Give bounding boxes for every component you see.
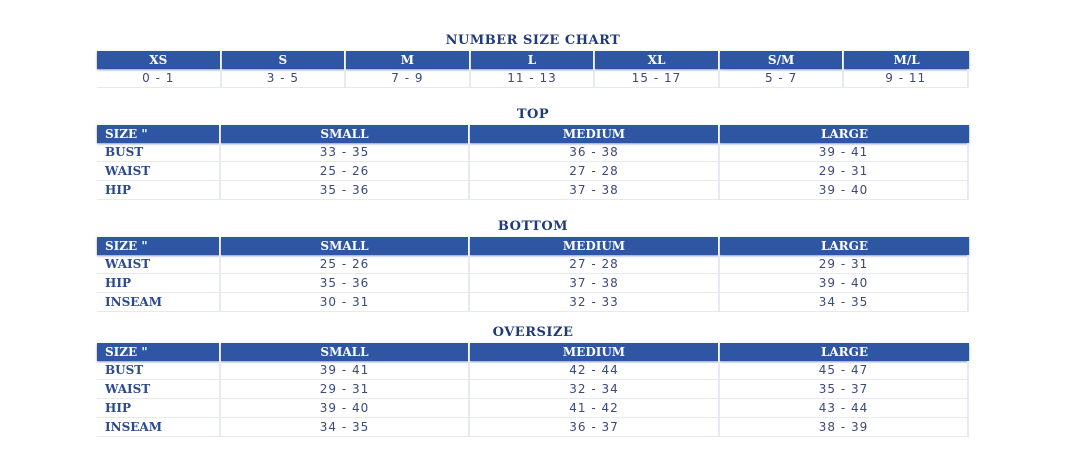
measurement-value: 39 - 41 — [221, 361, 470, 380]
measurement-value: 29 - 31 — [720, 255, 969, 274]
measurement-value: 38 - 39 — [720, 418, 969, 437]
measurement-value: 41 - 42 — [470, 399, 720, 418]
header-row: SIZE " SMALL MEDIUM LARGE — [97, 343, 969, 361]
measurement-label: INSEAM — [97, 293, 221, 312]
value-cell: 5 - 7 — [719, 69, 845, 88]
measurement-label: WAIST — [97, 380, 221, 399]
size-column-header: MEDIUM — [470, 125, 720, 143]
measurement-label: BUST — [97, 143, 221, 162]
table-row: INSEAM 30 - 31 32 - 33 34 - 35 — [97, 293, 969, 312]
value-cell: 15 - 17 — [595, 69, 720, 88]
size-column-header: SMALL — [221, 125, 470, 143]
header-cell: S/M — [719, 51, 845, 69]
measurement-value: 27 - 28 — [470, 162, 720, 181]
table-row: INSEAM 34 - 35 36 - 37 38 - 39 — [97, 418, 969, 437]
measurement-value: 35 - 36 — [221, 274, 470, 293]
measurement-value: 25 - 26 — [221, 162, 470, 181]
measurement-value: 27 - 28 — [470, 255, 720, 274]
table-row: HIP 35 - 36 37 - 38 39 - 40 — [97, 181, 969, 200]
value-cell: 3 - 5 — [221, 69, 347, 88]
size-column-header: SMALL — [221, 343, 470, 361]
measurement-label: BUST — [97, 361, 221, 380]
table-row: BUST 33 - 35 36 - 38 39 - 41 — [97, 143, 969, 162]
size-column-header: MEDIUM — [470, 343, 720, 361]
measurement-value: 36 - 37 — [470, 418, 720, 437]
header-cell: M — [346, 51, 471, 69]
measurement-label: HIP — [97, 274, 221, 293]
header-cell: S — [221, 51, 347, 69]
bottom-table: SIZE " SMALL MEDIUM LARGE WAIST 25 - 26 27 - 2… — [97, 237, 969, 312]
measurement-value: 39 - 40 — [720, 274, 969, 293]
header-cell: M/L — [844, 51, 969, 69]
measurement-value: 37 - 38 — [470, 274, 720, 293]
top-title: TOP — [516, 107, 550, 122]
table-row: WAIST 25 - 26 27 - 28 29 - 31 — [97, 255, 969, 274]
measurement-value: 36 - 38 — [470, 143, 720, 162]
measurement-value: 37 - 38 — [470, 181, 720, 200]
oversize-title: OVERSIZE — [492, 325, 574, 340]
measurement-value: 32 - 33 — [470, 293, 720, 312]
oversize-table: SIZE " SMALL MEDIUM LARGE BUST 39 - 41 42 - 44… — [97, 343, 969, 437]
measurement-value: 39 - 41 — [720, 143, 969, 162]
measurement-label: HIP — [97, 399, 221, 418]
measurement-label: WAIST — [97, 162, 221, 181]
header-row: SIZE " SMALL MEDIUM LARGE — [97, 125, 969, 143]
table-row: WAIST 25 - 26 27 - 28 29 - 31 — [97, 162, 969, 181]
size-header: SIZE " — [97, 343, 221, 361]
measurement-label: WAIST — [97, 255, 221, 274]
measurement-value: 34 - 35 — [720, 293, 969, 312]
size-column-header: SMALL — [221, 237, 470, 255]
header-row: SIZE " SMALL MEDIUM LARGE — [97, 237, 969, 255]
measurement-value: 39 - 40 — [221, 399, 470, 418]
header-cell: L — [470, 51, 596, 69]
bottom-title: BOTTOM — [497, 219, 569, 234]
measurement-value: 39 - 40 — [720, 181, 969, 200]
size-header: SIZE " — [97, 125, 221, 143]
number-header-row: XS S M L XL S/M M/L — [97, 51, 969, 69]
value-cell: 9 - 11 — [844, 69, 969, 88]
header-cell: XS — [97, 51, 222, 69]
value-cell: 11 - 13 — [470, 69, 596, 88]
value-cell: 0 - 1 — [97, 69, 222, 88]
measurement-value: 35 - 36 — [221, 181, 470, 200]
measurement-value: 42 - 44 — [470, 361, 720, 380]
measurement-value: 35 - 37 — [720, 380, 969, 399]
size-column-header: LARGE — [720, 343, 969, 361]
size-column-header: MEDIUM — [470, 237, 720, 255]
measurement-value: 30 - 31 — [221, 293, 470, 312]
measurement-value: 33 - 35 — [221, 143, 470, 162]
table-row: WAIST 29 - 31 32 - 34 35 - 37 — [97, 380, 969, 399]
measurement-value: 43 - 44 — [720, 399, 969, 418]
number-chart-title: NUMBER SIZE CHART — [445, 33, 621, 48]
size-column-header: LARGE — [720, 125, 969, 143]
measurement-value: 45 - 47 — [720, 361, 969, 380]
measurement-value: 29 - 31 — [221, 380, 470, 399]
measurement-value: 25 - 26 — [221, 255, 470, 274]
number-value-row: 0 - 1 3 - 5 7 - 9 11 - 13 15 - 17 5 - 7 … — [97, 69, 969, 88]
header-cell: XL — [595, 51, 720, 69]
measurement-label: INSEAM — [97, 418, 221, 437]
table-row: HIP 39 - 40 41 - 42 43 - 44 — [97, 399, 969, 418]
size-column-header: LARGE — [720, 237, 969, 255]
value-cell: 7 - 9 — [346, 69, 471, 88]
table-row: BUST 39 - 41 42 - 44 45 - 47 — [97, 361, 969, 380]
measurement-label: HIP — [97, 181, 221, 200]
number-size-table: XS S M L XL S/M M/L 0 - 1 3 - 5 7 - 9 11… — [97, 51, 969, 88]
table-row: HIP 35 - 36 37 - 38 39 - 40 — [97, 274, 969, 293]
top-table: SIZE " SMALL MEDIUM LARGE BUST 33 - 35 36 - 38… — [97, 125, 969, 200]
measurement-value: 29 - 31 — [720, 162, 969, 181]
measurement-value: 32 - 34 — [470, 380, 720, 399]
measurement-value: 34 - 35 — [221, 418, 470, 437]
size-header: SIZE " — [97, 237, 221, 255]
